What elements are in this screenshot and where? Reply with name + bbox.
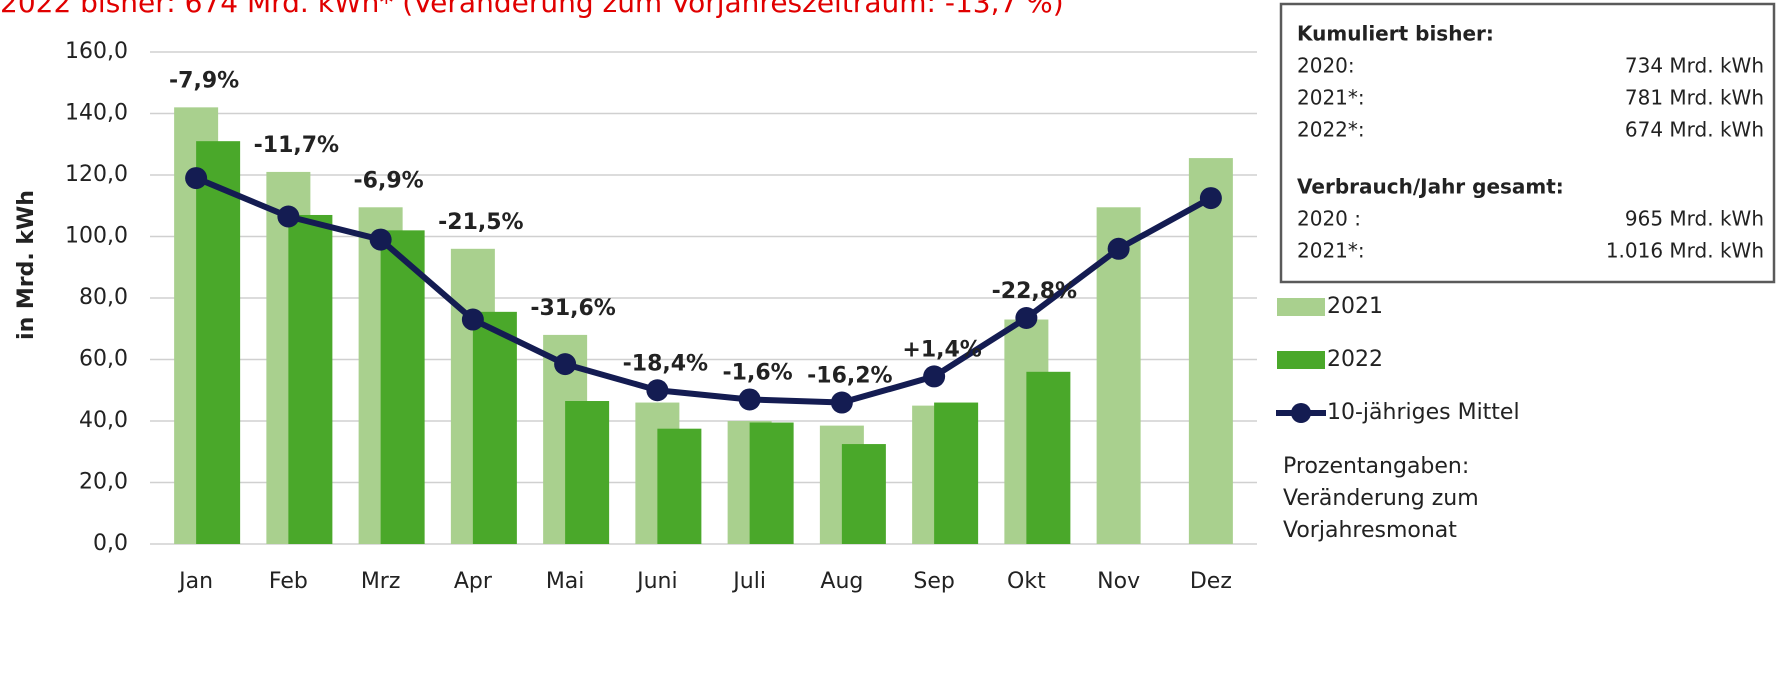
change-label: -16,2% [807,364,892,389]
info-value: 674 Mrd. kWh [1625,118,1764,142]
x-tick-label: Sep [913,569,954,594]
bar [934,402,979,544]
line-marker [1107,237,1130,260]
info-title: Verbrauch/Jahr gesamt: [1297,175,1564,199]
chart-title: 2022 bisher: 674 Mrd. kWh* (Veränderung … [0,0,1064,19]
bar [657,428,702,544]
info-title: Kumuliert bisher: [1297,22,1494,46]
note: Veränderung zum [1283,486,1479,511]
legend-label: 2022 [1327,347,1383,372]
legend-label: 10-jähriges Mittel [1327,400,1520,425]
info-box [1279,2,1776,284]
x-tick-label: Juli [731,569,766,594]
info-key: 2020: [1297,54,1355,78]
line-marker [1015,306,1038,329]
bar [749,422,794,544]
change-label: -22,8% [992,279,1077,304]
line-marker [646,379,669,402]
info-key: 2020 : [1297,207,1361,231]
line-marker [923,365,946,388]
legend-label: 2021 [1327,294,1383,319]
y-tick-label: 20,0 [79,470,128,495]
line-marker [554,353,577,376]
y-tick-label: 40,0 [79,408,128,433]
bar [380,230,425,544]
bar [472,311,517,544]
y-tick-label: 60,0 [79,347,128,372]
note: Vorjahresmonat [1283,518,1457,543]
change-label: -11,7% [254,133,339,158]
info-value: 1.016 Mrd. kWh [1606,239,1764,263]
change-label: -31,6% [530,296,615,321]
x-tick-label: Dez [1190,569,1232,594]
line-marker [277,205,300,228]
info-key: 2021*: [1297,239,1365,263]
legend-swatch [1277,351,1325,369]
change-label: +1,4% [902,337,981,362]
change-label: -18,4% [623,351,708,376]
bar [196,141,241,545]
change-label: -7,9% [169,68,239,93]
bar [565,401,610,544]
line-marker [185,167,208,190]
bar [288,214,333,544]
y-tick-label: 160,0 [65,39,128,64]
line-marker [830,391,853,414]
x-tick-label: Apr [454,569,493,594]
bar [841,444,886,544]
x-tick-label: Jan [177,569,213,594]
x-tick-label: Feb [269,569,308,594]
x-tick-label: Juni [635,569,678,594]
info-key: 2021*: [1297,86,1365,110]
line-marker [1199,187,1222,210]
bar [1188,158,1233,544]
legend-marker [1291,403,1311,423]
note: Prozentangaben: [1283,454,1469,479]
line [194,175,1213,406]
x-tick-label: Aug [820,569,863,594]
x-tick-label: Mai [546,569,585,594]
y-tick-label: 0,0 [93,531,128,556]
x-tick-label: Nov [1097,569,1140,594]
y-tick-label: 80,0 [79,285,128,310]
line-marker [369,228,392,251]
change-label: -21,5% [438,210,523,235]
x-tick-label: Okt [1007,569,1046,594]
change-label: -1,6% [723,360,793,385]
y-axis-title: in Mrd. kWh [14,190,39,340]
change-label: -6,9% [354,168,424,193]
line-marker [461,308,484,331]
legend-swatch [1277,298,1325,316]
info-key: 2022*: [1297,118,1365,142]
y-tick-label: 100,0 [65,224,128,249]
info-value: 965 Mrd. kWh [1625,207,1764,231]
y-tick-label: 140,0 [65,101,128,126]
x-tick-label: Mrz [361,569,401,594]
line-marker [738,388,761,411]
info-value: 781 Mrd. kWh [1625,86,1764,110]
info-value: 734 Mrd. kWh [1625,54,1764,78]
bar [1026,371,1071,544]
y-tick-label: 120,0 [65,162,128,187]
